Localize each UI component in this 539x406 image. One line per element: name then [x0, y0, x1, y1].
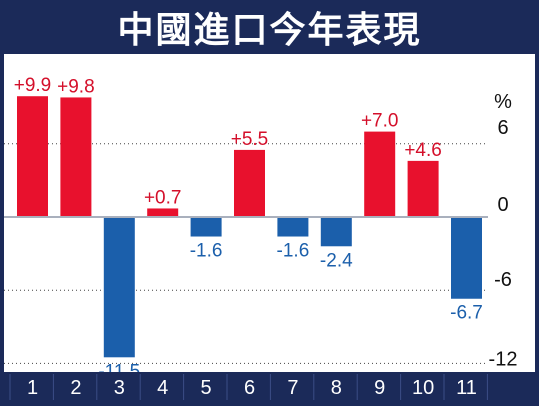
data-label-2: +9.8 [57, 76, 95, 97]
y-tick-label: -6 [494, 269, 512, 291]
data-label-9: +7.0 [361, 111, 399, 132]
bar-11 [451, 217, 482, 299]
x-tick-label: 7 [287, 377, 298, 399]
data-label-8: -2.4 [320, 250, 353, 271]
data-label-4: +0.7 [144, 187, 182, 208]
bar-5 [190, 217, 222, 237]
data-label-11: -6.7 [450, 303, 483, 324]
bar-7 [277, 217, 309, 237]
x-tick-label: 4 [157, 377, 168, 399]
data-label-1: +9.9 [14, 75, 52, 96]
data-label-6: +5.5 [231, 129, 269, 150]
bar-1 [17, 96, 48, 217]
bar-9 [364, 131, 396, 217]
y-tick-label: 0 [497, 194, 508, 216]
x-axis-band [4, 372, 535, 402]
bar-3 [103, 217, 135, 358]
y-tick-label: 6 [497, 117, 508, 139]
x-tick-label: 1 [27, 377, 38, 399]
chart-title: 中國進口今年表現 [0, 0, 539, 54]
bar-6 [234, 149, 265, 217]
bar-10 [407, 160, 439, 217]
x-tick-label: 5 [201, 377, 212, 399]
x-tick-label: 3 [114, 377, 125, 399]
y-tick-label: -12 [489, 348, 518, 370]
x-tick-label: 6 [244, 377, 255, 399]
x-tick-label: 8 [331, 377, 342, 399]
unit-label: % [494, 91, 512, 113]
bar-2 [60, 97, 92, 217]
x-tick-label: 10 [412, 377, 434, 399]
x-tick-label: 11 [456, 377, 477, 399]
bar-8 [320, 217, 352, 247]
x-tick-label: 9 [374, 377, 385, 399]
data-label-10: +4.6 [404, 140, 442, 161]
data-label-5: -1.6 [190, 241, 223, 262]
bar-4 [147, 208, 179, 217]
x-tick-label: 2 [70, 377, 81, 399]
data-label-7: -1.6 [277, 241, 310, 262]
